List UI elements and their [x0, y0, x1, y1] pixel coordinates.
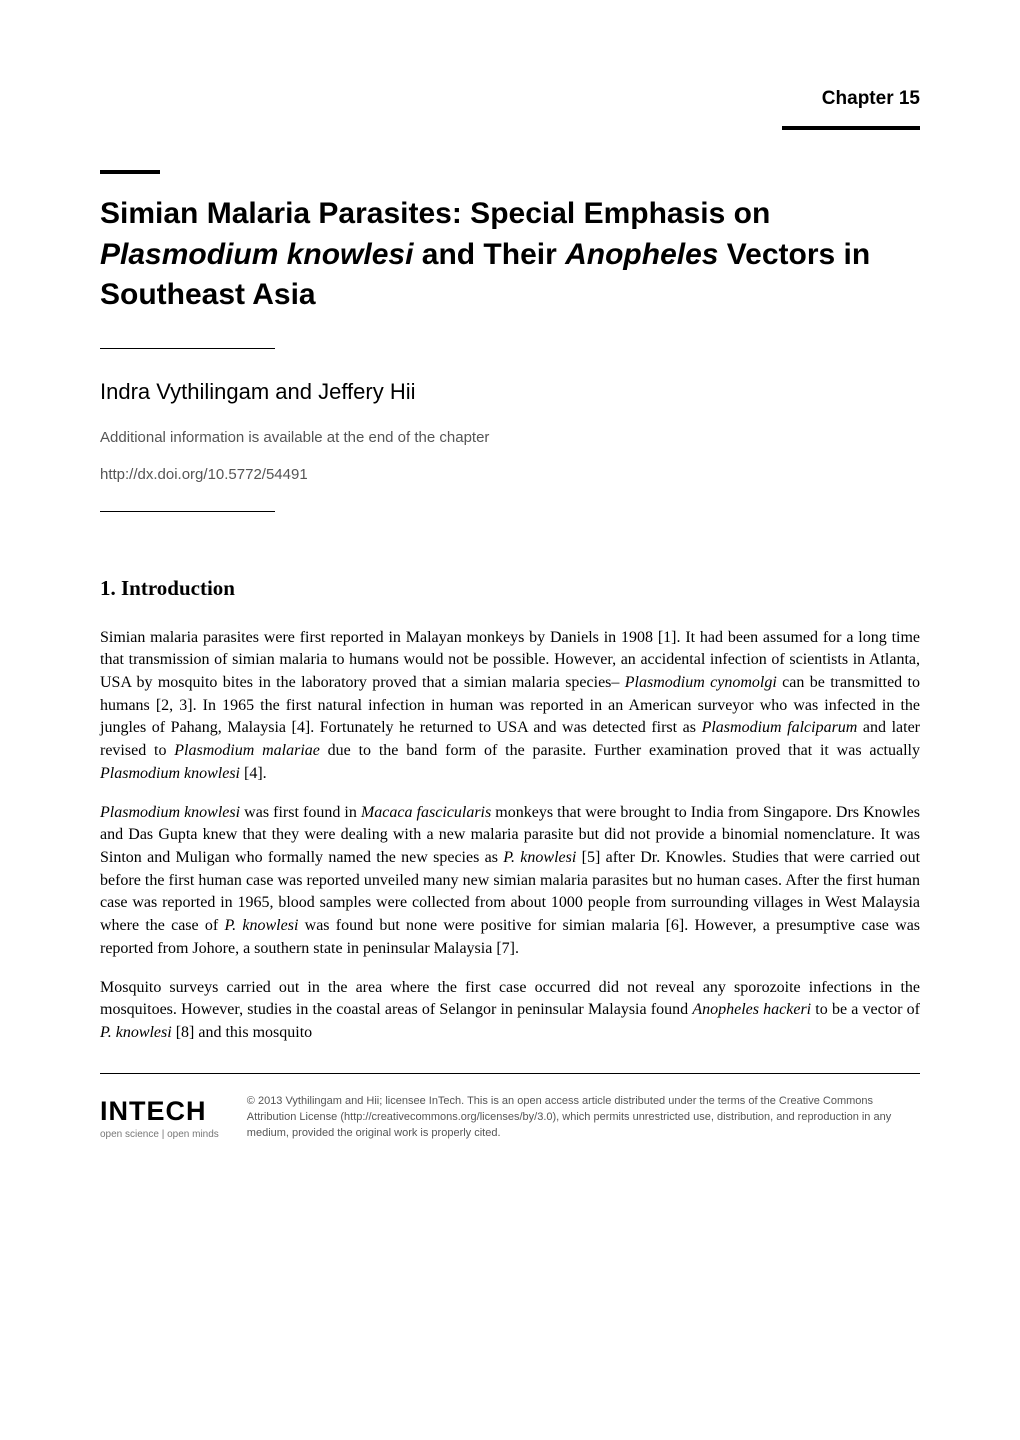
- authors: Indra Vythilingam and Jeffery Hii: [100, 379, 920, 405]
- chapter-title: Simian Malaria Parasites: Special Emphas…: [100, 194, 920, 316]
- title-end: Vectors in: [718, 238, 870, 271]
- logo-text: INTECH: [100, 1096, 207, 1127]
- p2-text-a: was first found in: [240, 804, 361, 821]
- divider-2: [100, 511, 275, 512]
- logo-subtitle: open science | open minds: [100, 1129, 219, 1140]
- chapter-label: Chapter 15: [100, 88, 920, 110]
- p1-species-4: Plasmodium knowlesi: [100, 765, 240, 782]
- top-rule: [782, 126, 920, 130]
- p1-text-e: [4].: [240, 765, 267, 782]
- title-line-1: Simian Malaria Parasites: Special Emphas…: [100, 197, 770, 230]
- title-line-3: Southeast Asia: [100, 278, 316, 311]
- publisher-logo: INTECH open science | open minds: [100, 1096, 219, 1140]
- section-heading: 1. Introduction: [100, 576, 920, 601]
- paragraph-3: Mosquito surveys carried out in the area…: [100, 977, 920, 1045]
- footer-rule: [100, 1073, 920, 1074]
- p3-species-2: P. knowlesi: [100, 1024, 172, 1041]
- p2-species-3: P. knowlesi: [503, 849, 576, 866]
- p2-species-4: P. knowlesi: [224, 917, 298, 934]
- p1-species-2: Plasmodium falciparum: [702, 719, 858, 736]
- footer: INTECH open science | open minds © 2013 …: [100, 1094, 920, 1142]
- p3-text-c: [8] and this mosquito: [172, 1024, 312, 1041]
- additional-info: Additional information is available at t…: [100, 429, 920, 446]
- p2-species-2: Macaca fascicularis: [361, 804, 491, 821]
- p1-text-d: due to the band form of the parasite. Fu…: [320, 742, 920, 759]
- p1-species-3: Plasmodium malariae: [174, 742, 320, 759]
- title-rule: [100, 170, 160, 174]
- divider-1: [100, 348, 275, 349]
- title-genus: Anopheles: [565, 238, 718, 271]
- p3-species-1: Anopheles hackeri: [692, 1001, 811, 1018]
- paragraph-2: Plasmodium knowlesi was first found in M…: [100, 802, 920, 961]
- doi-link[interactable]: http://dx.doi.org/10.5772/54491: [100, 466, 920, 483]
- paragraph-1: Simian malaria parasites were first repo…: [100, 627, 920, 786]
- p3-text-b: to be a vector of: [811, 1001, 920, 1018]
- p1-species-1: Plasmodium cynomolgi: [625, 674, 777, 691]
- title-species-1: Plasmodium knowlesi: [100, 238, 413, 271]
- copyright-text: © 2013 Vythilingam and Hii; licensee InT…: [247, 1094, 920, 1142]
- p2-species-1: Plasmodium knowlesi: [100, 804, 240, 821]
- title-mid: and Their: [413, 238, 565, 271]
